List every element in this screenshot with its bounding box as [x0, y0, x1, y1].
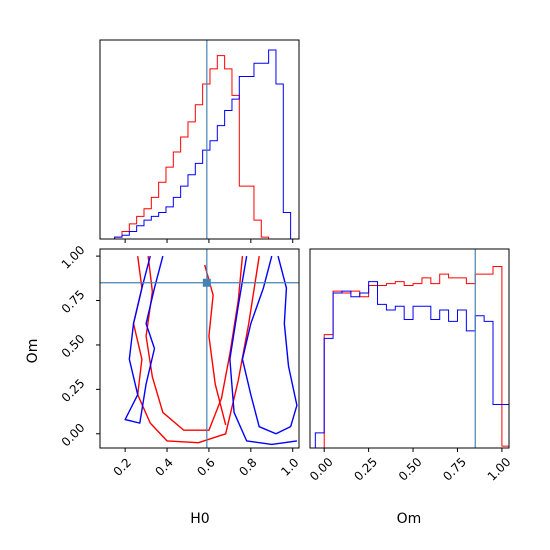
joint-frame — [99, 248, 300, 449]
joint-contour-group — [124, 255, 298, 446]
joint-ytick-label-5: 1.00 — [59, 243, 88, 272]
joint-truth-marker — [202, 278, 211, 287]
contour-series-2-level-1 — [124, 255, 164, 424]
om-xtick-label-1: 0.00 — [307, 455, 336, 484]
om-xtick-label-4: 0.75 — [440, 455, 469, 484]
om-histogram-series-1 — [315, 266, 510, 449]
om-histogram-series-2 — [314, 281, 510, 448]
joint-ytick-label-3: 0.50 — [59, 332, 88, 361]
h0-histogram-series-2 — [100, 49, 299, 240]
h0-om-joint-contour-panel: 0.2 0.4 0.6 0.8 1.0 0.00 0.25 0.50 0.75 1.00 — [59, 243, 302, 479]
h0-histogram-series-1 — [100, 55, 299, 240]
joint-ytick-label-4: 0.75 — [59, 287, 88, 316]
om-xtick-label-5: 1.00 — [485, 455, 514, 484]
om-histogram-frame — [309, 248, 510, 449]
joint-xtick-label-3: 0.6 — [194, 455, 217, 478]
joint-xtick-label-4: 0.8 — [236, 455, 259, 478]
joint-ytick-label-1: 0.00 — [59, 421, 88, 450]
h0-marginal-histogram-panel — [99, 39, 300, 243]
h0-histogram-frame — [99, 39, 300, 240]
joint-xtick-label-5: 1.0 — [278, 455, 301, 478]
om-xtick-label-2: 0.25 — [351, 455, 380, 484]
joint-xtick-label-2: 0.4 — [153, 455, 176, 478]
x-axis-label-om: Om — [397, 511, 422, 527]
contour-series-2-level-2 — [241, 255, 298, 435]
contour-series-1-level-2 — [145, 256, 244, 431]
joint-ytick-label-2: 0.25 — [59, 376, 88, 405]
contour-series-2-level-3 — [229, 255, 298, 446]
om-marginal-histogram-panel: 0.00 0.25 0.50 0.75 1.00 — [307, 248, 514, 484]
joint-xtick-label-1: 0.2 — [111, 455, 134, 478]
y-axis-label-om: Om — [25, 339, 41, 364]
contour-series-1-level-3 — [204, 264, 227, 426]
x-axis-label-h0: H0 — [190, 511, 209, 527]
om-xtick-label-3: 0.50 — [396, 455, 425, 484]
